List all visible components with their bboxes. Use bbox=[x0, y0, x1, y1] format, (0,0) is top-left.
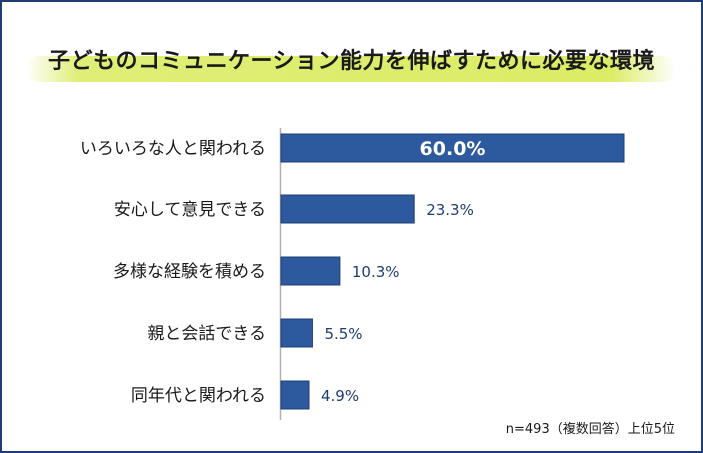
title-highlight bbox=[26, 56, 676, 82]
category-label: 多様な経験を積める bbox=[113, 262, 266, 282]
value-label: 10.3% bbox=[352, 263, 400, 281]
value-label: 5.5% bbox=[324, 325, 362, 343]
bar bbox=[280, 194, 415, 224]
category-label: 親と会話できる bbox=[147, 324, 266, 344]
category-label: 安心して意見できる bbox=[114, 200, 266, 220]
bar bbox=[280, 318, 313, 348]
bar bbox=[280, 133, 625, 163]
category-label: いろいろな人と関われる bbox=[80, 139, 266, 159]
bar bbox=[280, 380, 310, 410]
bar bbox=[280, 256, 341, 286]
category-label: 同年代と関われる bbox=[131, 386, 266, 406]
value-label: 60.0% bbox=[420, 138, 486, 160]
value-label: 4.9% bbox=[321, 387, 359, 405]
bars-group: いろいろな人と関われる 60.0% 安心して意見できる 23.3% 多様な経験を積める 1… bbox=[80, 133, 625, 410]
sample-note: n=493（複数回答）上位5位 bbox=[505, 422, 675, 437]
chart-title: 子どものコミュニケーション能力を伸ばすために必要な環境 bbox=[47, 49, 656, 74]
value-label: 23.3% bbox=[426, 201, 474, 219]
